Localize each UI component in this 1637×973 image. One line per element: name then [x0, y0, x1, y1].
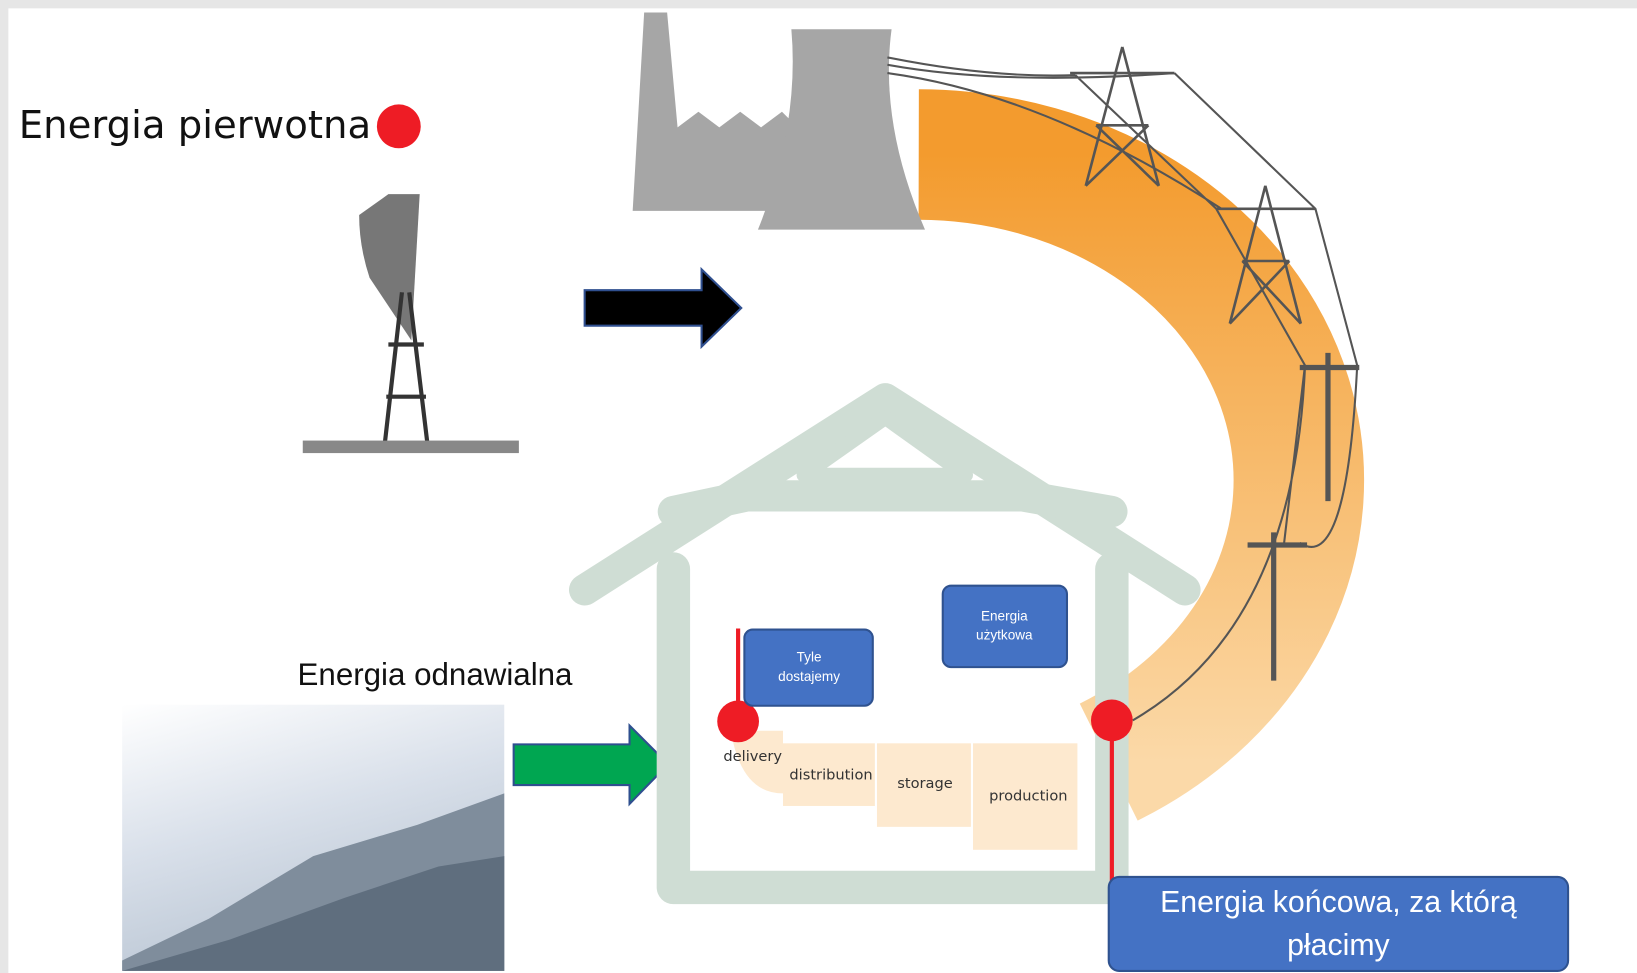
stage-label: production — [989, 788, 1067, 805]
box-text: użytkowa — [976, 627, 1033, 642]
info-box — [941, 584, 1069, 669]
box-text: płacimy — [1287, 929, 1390, 962]
power-lines — [887, 46, 1360, 722]
red-dot — [717, 700, 759, 743]
mountain-photo — [122, 704, 505, 971]
power-plant — [632, 12, 925, 230]
arrow-green — [512, 723, 670, 807]
box-text: Energia końcowa, za którą — [1160, 886, 1517, 919]
house — [568, 383, 1201, 905]
primary-energy-label: Energia pierwotna — [19, 103, 371, 148]
box-text: dostajemy — [778, 669, 840, 684]
stage-label: storage — [897, 775, 953, 792]
red-dot — [1090, 699, 1133, 742]
box-text: Energia — [981, 609, 1028, 624]
oil-derrick — [302, 194, 519, 454]
info-box — [1107, 875, 1570, 972]
stages — [730, 730, 1078, 850]
arrow-black — [583, 266, 743, 350]
stage-label: distribution — [789, 767, 872, 784]
info-box — [743, 628, 874, 707]
box-text: Tyle — [797, 649, 822, 664]
red-dot — [376, 104, 421, 149]
renewable-energy-label: Energia odnawialna — [298, 657, 574, 692]
stage-label: delivery — [723, 748, 782, 765]
energy-arc — [918, 89, 1365, 821]
